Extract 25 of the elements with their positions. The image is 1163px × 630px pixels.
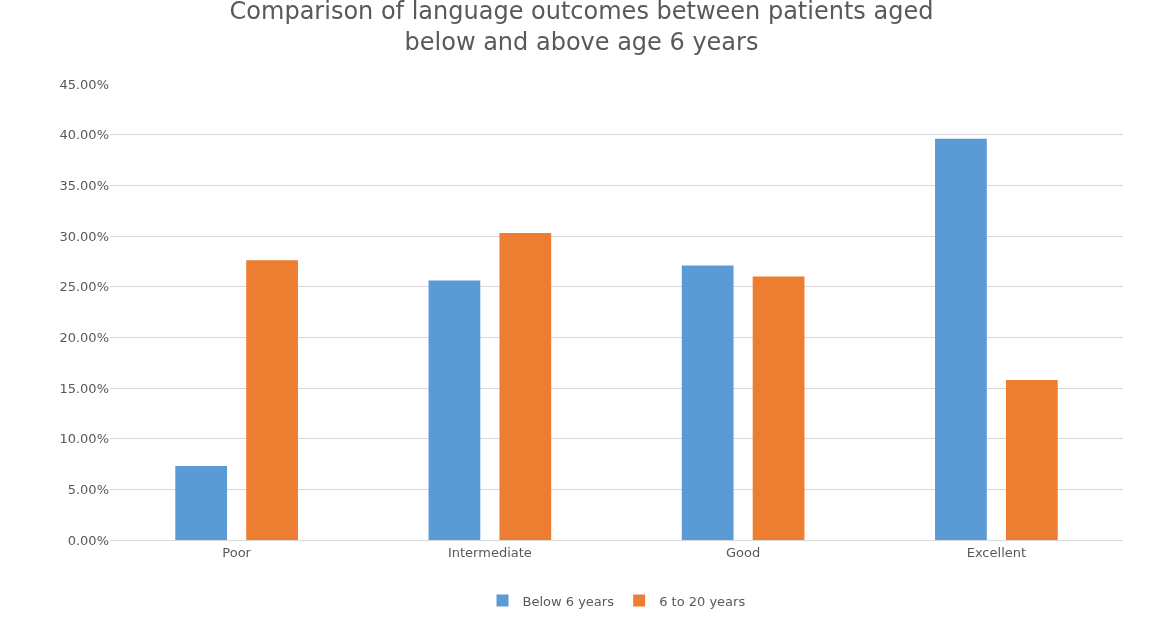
y-tick-label: 5.00% [67,481,109,497]
y-tick-label: 0.00% [67,532,109,548]
bar [935,138,987,540]
legend-label: Below 6 years [522,593,615,609]
y-tick-label: 10.00% [59,431,109,447]
y-tick-label: 15.00% [59,380,109,396]
x-tick-label: Intermediate [447,544,532,560]
y-tick-label: 20.00% [59,329,109,345]
x-tick-label: Excellent [966,544,1027,560]
y-tick-label: 45.00% [59,76,109,92]
y-tick-label: 30.00% [59,228,109,244]
y-tick-label: 25.00% [59,279,109,295]
bar [499,232,552,540]
bar [175,466,228,540]
bar [681,265,734,540]
bar [428,280,481,540]
y-tick-label: 40.00% [59,127,109,143]
bar [1005,379,1058,540]
x-tick-label: Poor [222,544,252,560]
bar [246,260,298,540]
legend-label: 6 to 20 years [659,593,746,609]
chart-title: Comparison of language outcomes between patients aged below and above age 6 years [229,0,934,57]
bar [752,276,805,540]
y-tick-label: 35.00% [59,177,109,193]
x-tick-label: Good [726,544,761,560]
